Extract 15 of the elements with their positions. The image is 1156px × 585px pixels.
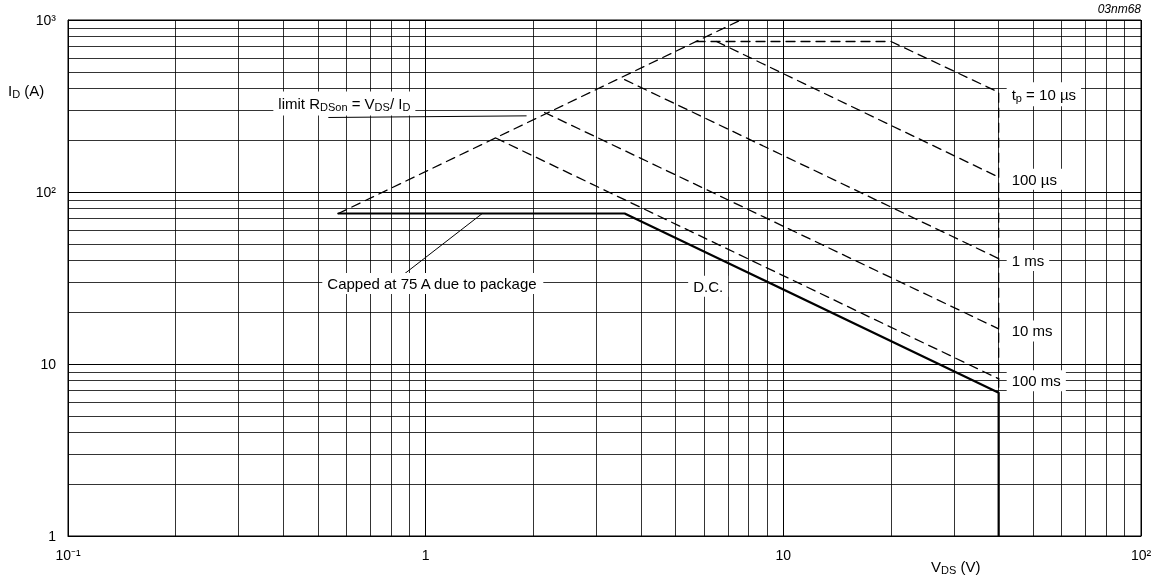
x-tick-label: 10² — [1130, 547, 1152, 563]
annotation: Capped at 75 A due to package — [327, 274, 537, 292]
series-label: 100 µs — [1011, 170, 1058, 188]
text: 03nm68 — [1097, 2, 1142, 16]
y-tick-label: 10³ — [35, 12, 57, 28]
y-tick-label: 10² — [35, 184, 57, 200]
series-label: 10 ms — [1011, 322, 1053, 340]
y-tick-label: 10 — [40, 356, 57, 372]
series-label: 1 ms — [1011, 252, 1045, 270]
series-label: 100 ms — [1011, 372, 1061, 390]
y-tick-label: 1 — [48, 528, 57, 544]
x-tick-label: 1 — [421, 547, 430, 563]
x-tick-label: 10 — [775, 547, 792, 563]
series-label: D.C. — [693, 277, 724, 295]
x-tick-label: 10⁻¹ — [55, 547, 81, 563]
